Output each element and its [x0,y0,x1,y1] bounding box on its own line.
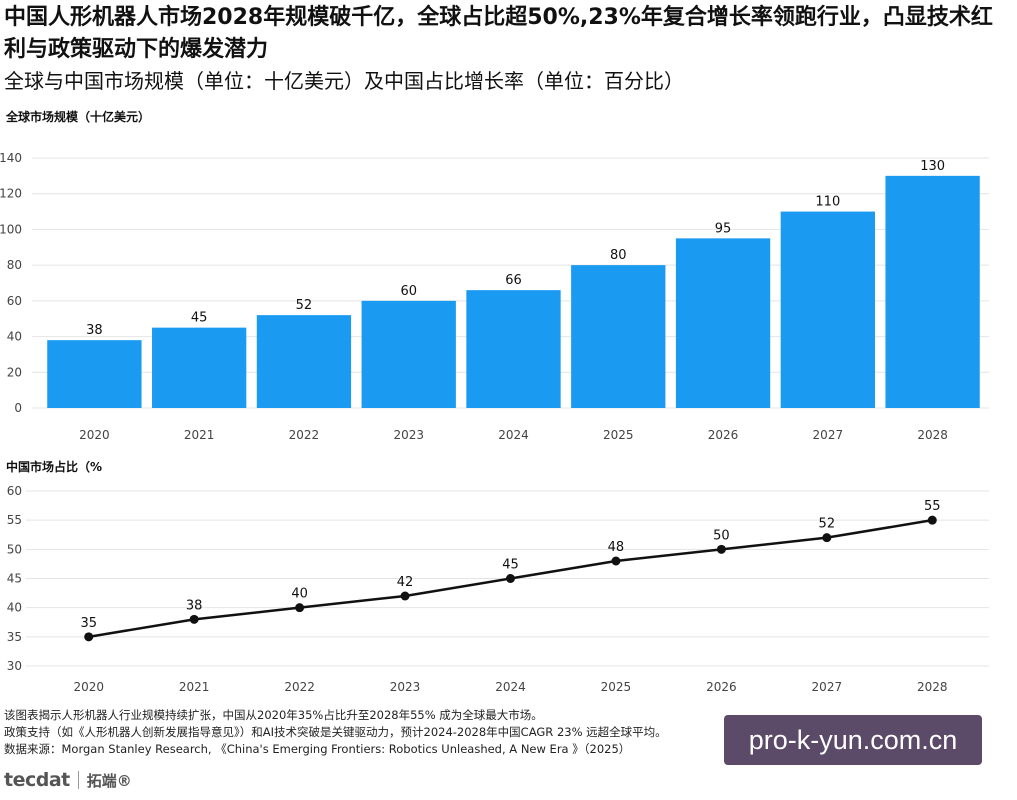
y-tick-label: 120 [0,187,22,201]
x-tick-label: 2020 [79,428,110,442]
y-tick-label: 50 [7,542,22,556]
point-value-label: 45 [502,558,519,573]
y-tick-label: 60 [7,484,22,498]
y-tick-label: 35 [7,630,22,644]
point-value-label: 52 [819,517,836,532]
share-point [822,533,832,543]
global-market-bar-chart: 0 20 40 60 80 100 120 140 2020 2021 2022 2023 2024 20… [0,151,989,442]
y-tick-label: 40 [7,601,22,615]
x-tick-label: 2023 [393,428,424,442]
bar-value-label: 45 [191,311,208,326]
bar-value-label: 110 [815,195,840,210]
x-tick-label: 2021 [179,680,210,694]
note-line-3: 数据来源：Morgan Stanley Research, 《China's E… [4,742,631,756]
x-tick-label: 2027 [812,680,843,694]
point-value-label: 40 [291,587,308,602]
x-tick-label: 2028 [917,428,948,442]
bar-value-label: 60 [400,284,417,299]
bar [361,300,456,408]
logo-name: 拓端® [86,771,132,790]
x-tick-label: 2026 [706,680,737,694]
y-tick-label: 140 [0,151,22,165]
chart-notes: 该图表揭示人形机器人行业规模持续扩张，中国从2020年35%占比升至2028年5… [4,707,667,758]
x-tick-label: 2024 [498,428,529,442]
y-tick-label: 40 [7,330,22,344]
y-tick-label: 100 [0,222,22,236]
bar [780,211,875,408]
point-value-label: 50 [713,528,730,543]
bar-panel-title: 全球市场规模（十亿美元） [6,110,151,124]
x-tick-label: 2026 [708,428,739,442]
page-title: 中国人形机器人市场2028年规模破千亿，全球占比超50%,23%年复合增长率领跑… [4,5,993,62]
y-tick-label: 55 [7,513,22,527]
x-tick-label: 2021 [184,428,215,442]
x-tick-label: 2025 [603,428,634,442]
bar-value-label: 52 [296,298,313,313]
share-point [400,591,410,601]
share-point [189,614,199,624]
share-point [295,603,305,613]
x-tick-label: 2024 [495,680,526,694]
share-point [716,544,726,554]
bar-value-label: 130 [920,159,945,174]
point-value-label: 48 [608,540,625,555]
logo-mark: tecdat [4,769,70,791]
point-value-label: 35 [80,616,97,631]
share-point [927,515,937,525]
bar [885,175,980,408]
y-tick-label: 45 [7,572,22,586]
y-tick-label: 0 [14,401,22,415]
bar [47,340,142,408]
watermark-badge: pro-k-yun.com.cn [724,715,982,765]
bar [675,238,771,408]
bar [571,265,666,408]
point-value-label: 42 [397,575,414,590]
y-tick-label: 60 [7,294,22,308]
bar [152,327,247,408]
bar-value-label: 95 [715,221,732,236]
share-point [611,556,621,566]
bar [466,290,561,408]
line-panel-title: 中国市场占比（% [6,460,103,474]
x-tick-label: 2028 [917,680,948,694]
bar-value-label: 38 [86,323,103,338]
share-point [84,632,94,642]
x-tick-label: 2020 [73,680,104,694]
bar-value-label: 66 [505,273,522,288]
share-point [506,574,515,583]
note-line-1: 该图表揭示人形机器人行业规模持续扩张，中国从2020年35%占比升至2028年5… [4,708,543,722]
note-line-2: 政策支持（如《人形机器人创新发展指导意见》）和AI技术突破是关键驱动力，预计20… [4,725,667,739]
page-subtitle: 全球与中国市场规模（单位：十亿美元）及中国占比增长率（单位：百分比） [4,69,684,93]
y-tick-label: 20 [7,365,22,379]
x-tick-label: 2025 [601,680,632,694]
bar [256,315,352,408]
bar-value-label: 80 [610,248,627,263]
china-share-line-chart: 30 35 40 45 50 55 60 2020 2021 2022 2023 2024 2025 20… [7,484,989,694]
x-tick-label: 2027 [813,428,844,442]
brand-logo: tecdat 拓端® [4,766,132,794]
point-value-label: 55 [924,499,941,514]
y-tick-label: 30 [7,659,22,673]
y-tick-label: 80 [7,258,22,272]
point-value-label: 38 [186,598,203,613]
x-tick-label: 2022 [289,428,320,442]
x-tick-label: 2022 [284,680,315,694]
logo-divider [77,771,79,789]
x-tick-label: 2023 [390,680,421,694]
